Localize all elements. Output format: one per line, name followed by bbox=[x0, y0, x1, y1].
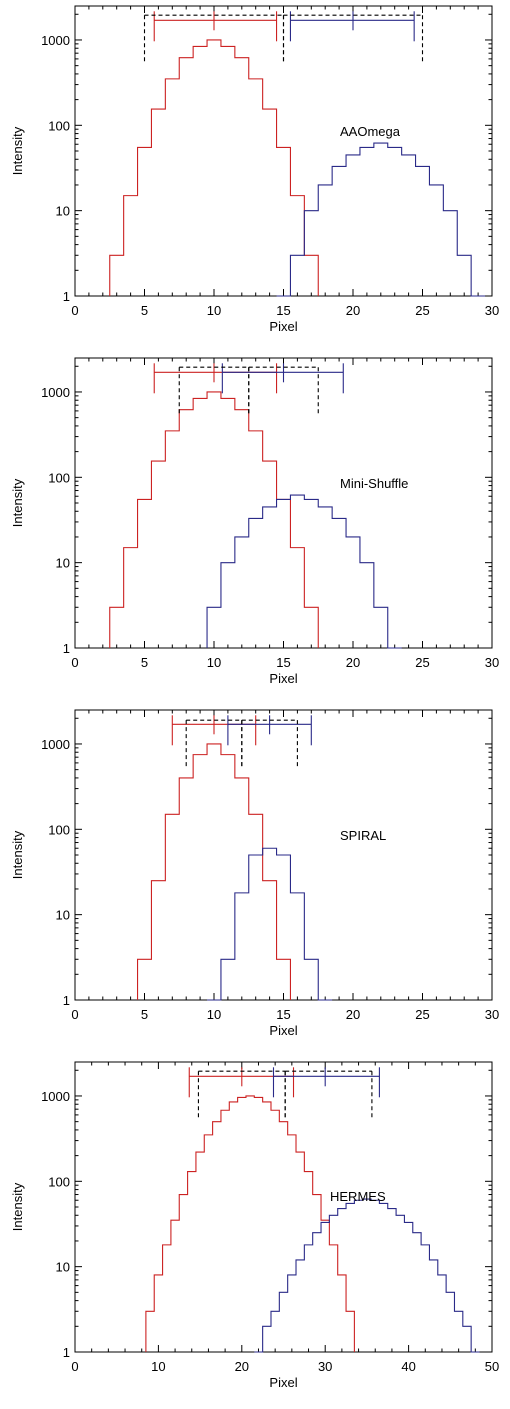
x-tick-label: 20 bbox=[346, 303, 360, 318]
series-blue-histogram bbox=[254, 1198, 480, 1353]
x-axis-label: Pixel bbox=[269, 671, 297, 686]
instrument-label: HERMES bbox=[330, 1189, 386, 1204]
chart-svg: 0 5 10 15 20 25 30 1 10 100 1000 Pixel Intensity Mini… bbox=[10, 357, 499, 686]
x-tick-label: 40 bbox=[401, 1359, 415, 1374]
chart-panel-mini-shuffle: 0 5 10 15 20 25 30 1 10 100 1000 Pixel Intensity Mini… bbox=[0, 352, 510, 704]
x-tick-label: 30 bbox=[318, 1359, 332, 1374]
x-tick-label: 20 bbox=[346, 655, 360, 670]
y-tick-label: 1000 bbox=[41, 1089, 70, 1104]
interval-black-dashed bbox=[241, 719, 298, 767]
series-red-histogram bbox=[145, 1095, 355, 1352]
y-tick-label: 10 bbox=[56, 908, 70, 923]
x-tick-label: 15 bbox=[276, 1007, 290, 1022]
plot-frame bbox=[74, 1061, 493, 1353]
y-tick-label: 100 bbox=[48, 822, 70, 837]
series-blue-histogram bbox=[276, 142, 486, 297]
y-tick-label: 1 bbox=[63, 1345, 70, 1360]
chart-svg: 0 5 10 15 20 25 30 1 10 100 1000 Pixel Intensity SPIR… bbox=[10, 709, 499, 1038]
x-tick-label: 0 bbox=[71, 303, 78, 318]
x-tick-label: 5 bbox=[141, 655, 148, 670]
x-tick-label: 30 bbox=[485, 1007, 499, 1022]
y-tick-label: 1 bbox=[63, 289, 70, 304]
series-blue-histogram bbox=[207, 847, 333, 1001]
series-blue-histogram bbox=[206, 494, 402, 649]
x-tick-label: 10 bbox=[207, 655, 221, 670]
x-axis-label: Pixel bbox=[269, 1375, 297, 1390]
x-tick-label: 20 bbox=[235, 1359, 249, 1374]
y-tick-label: 1000 bbox=[41, 385, 70, 400]
interval-red-solid bbox=[153, 11, 278, 42]
chart-panel-aaomega: 0 5 10 15 20 25 30 1 10 100 1000 Pixel Intensity AAOm… bbox=[0, 0, 510, 352]
interval-black-dashed bbox=[282, 14, 424, 62]
interval-blue-solid bbox=[221, 363, 344, 394]
interval-red-solid bbox=[188, 1067, 295, 1098]
y-axis-label: Intensity bbox=[10, 126, 25, 175]
y-tick-label: 1 bbox=[63, 641, 70, 656]
x-tick-label: 10 bbox=[151, 1359, 165, 1374]
series-red-histogram bbox=[109, 391, 319, 648]
instrument-label: Mini-Shuffle bbox=[340, 476, 408, 491]
chart-panel-hermes: 0 10 20 30 40 50 1 10 100 1000 Pixel Intensity HERME… bbox=[0, 1056, 510, 1408]
chart-svg: 0 10 20 30 40 50 1 10 100 1000 Pixel Intensity HERME… bbox=[10, 1061, 499, 1390]
y-tick-label: 1 bbox=[63, 993, 70, 1008]
x-tick-label: 25 bbox=[415, 655, 429, 670]
interval-black-dashed bbox=[284, 1070, 373, 1118]
x-tick-label: 5 bbox=[141, 1007, 148, 1022]
y-axis-label: Intensity bbox=[10, 1182, 25, 1231]
x-axis-label: Pixel bbox=[269, 1023, 297, 1038]
chart-svg: 0 5 10 15 20 25 30 1 10 100 1000 Pixel Intensity AAOm… bbox=[10, 5, 499, 334]
y-tick-label: 10 bbox=[56, 556, 70, 571]
interval-black-dashed bbox=[248, 366, 319, 414]
x-tick-label: 25 bbox=[415, 303, 429, 318]
x-tick-label: 50 bbox=[485, 1359, 499, 1374]
x-tick-label: 30 bbox=[485, 655, 499, 670]
x-tick-label: 5 bbox=[141, 303, 148, 318]
instrument-label: AAOmega bbox=[340, 124, 401, 139]
x-tick-label: 0 bbox=[71, 655, 78, 670]
y-axis-label: Intensity bbox=[10, 478, 25, 527]
chart-panel-spiral: 0 5 10 15 20 25 30 1 10 100 1000 Pixel Intensity SPIR… bbox=[0, 704, 510, 1056]
interval-blue-solid bbox=[272, 1067, 380, 1098]
x-tick-label: 15 bbox=[276, 303, 290, 318]
interval-blue-solid bbox=[227, 715, 312, 746]
y-tick-label: 100 bbox=[48, 470, 70, 485]
x-tick-label: 10 bbox=[207, 303, 221, 318]
x-tick-label: 0 bbox=[71, 1359, 78, 1374]
y-tick-label: 10 bbox=[56, 1260, 70, 1275]
y-tick-label: 1000 bbox=[41, 33, 70, 48]
series-red-histogram bbox=[137, 743, 291, 1000]
y-tick-label: 100 bbox=[48, 1174, 70, 1189]
x-tick-label: 30 bbox=[485, 303, 499, 318]
x-tick-label: 15 bbox=[276, 655, 290, 670]
x-tick-label: 0 bbox=[71, 1007, 78, 1022]
y-tick-label: 1000 bbox=[41, 737, 70, 752]
instrument-label: SPIRAL bbox=[340, 828, 386, 843]
x-tick-label: 20 bbox=[346, 1007, 360, 1022]
y-tick-label: 100 bbox=[48, 118, 70, 133]
y-axis-label: Intensity bbox=[10, 830, 25, 879]
y-tick-label: 10 bbox=[56, 204, 70, 219]
x-tick-label: 10 bbox=[207, 1007, 221, 1022]
interval-blue-solid bbox=[289, 11, 415, 42]
series-red-histogram bbox=[109, 39, 319, 296]
x-tick-label: 25 bbox=[415, 1007, 429, 1022]
x-axis-label: Pixel bbox=[269, 319, 297, 334]
interval-red-solid bbox=[153, 363, 278, 394]
